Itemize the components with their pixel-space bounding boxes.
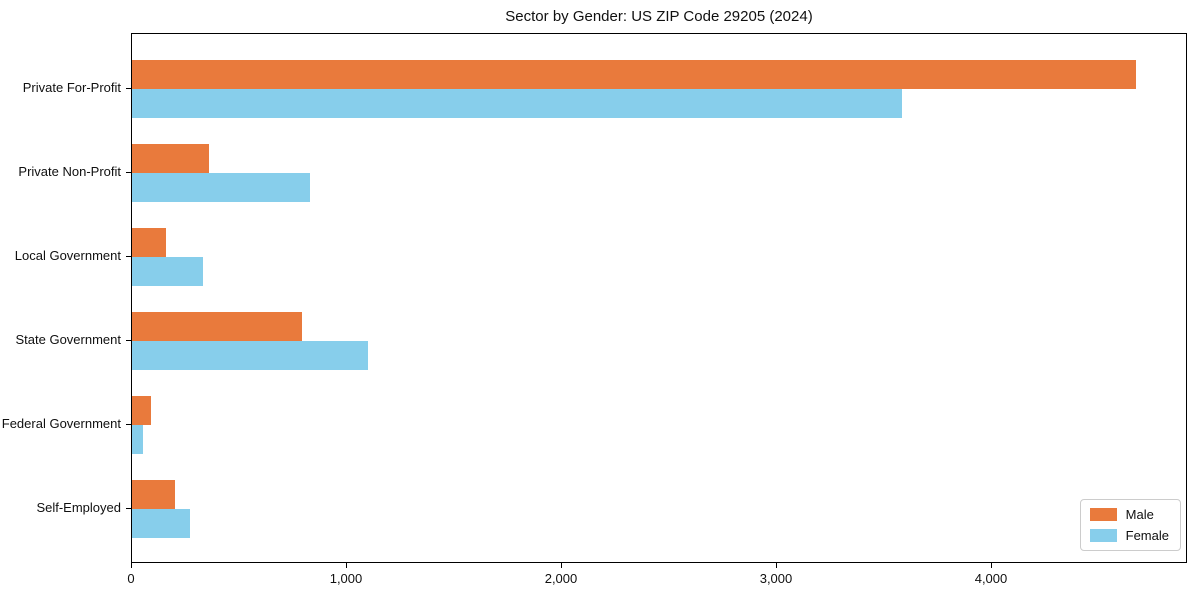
bar-female-5 [132, 425, 143, 454]
plot-area [131, 33, 1187, 563]
bar-female-4 [132, 341, 368, 370]
y-tick-mark [126, 88, 131, 89]
bar-male-5 [132, 396, 151, 425]
y-axis-label: Private Non-Profit [18, 164, 121, 179]
legend-swatch-female [1089, 529, 1117, 542]
bar-female-1 [132, 89, 902, 118]
bar-male-4 [132, 312, 302, 341]
x-tick-label: 1,000 [329, 571, 363, 586]
legend: Male Female [1079, 499, 1181, 551]
legend-label: Male [1125, 507, 1154, 522]
bar-male-6 [132, 480, 175, 509]
chart-title: Sector by Gender: US ZIP Code 29205 (202… [505, 8, 813, 25]
x-tick-label: 3,000 [759, 571, 793, 586]
y-tick-mark [126, 256, 131, 257]
bar-female-3 [132, 257, 203, 286]
y-axis-label: Private For-Profit [22, 80, 121, 95]
legend-item-male: Male [1089, 507, 1169, 522]
x-tick-mark [346, 563, 347, 568]
x-tick-mark [991, 563, 992, 568]
y-tick-mark [126, 508, 131, 509]
y-tick-mark [126, 172, 131, 173]
x-tick-label: 2,000 [544, 571, 578, 586]
x-tick-label: 0 [127, 571, 135, 586]
bar-female-2 [132, 173, 310, 202]
y-axis-label: Local Government [14, 248, 121, 263]
bar-male-3 [132, 228, 166, 257]
x-tick-mark [561, 563, 562, 568]
bar-female-6 [132, 509, 190, 538]
y-axis-label: Self-Employed [36, 500, 121, 515]
bar-male-2 [132, 144, 209, 173]
bar-male-1 [132, 60, 1136, 89]
x-tick-mark [131, 563, 132, 568]
legend-label: Female [1125, 528, 1169, 543]
x-tick-mark [776, 563, 777, 568]
y-axis-label: Federal Government [1, 416, 121, 431]
y-tick-mark [126, 424, 131, 425]
y-tick-mark [126, 340, 131, 341]
legend-swatch-male [1089, 508, 1117, 521]
legend-item-female: Female [1089, 528, 1169, 543]
y-axis-label: State Government [15, 332, 122, 347]
x-tick-label: 4,000 [974, 571, 1008, 586]
